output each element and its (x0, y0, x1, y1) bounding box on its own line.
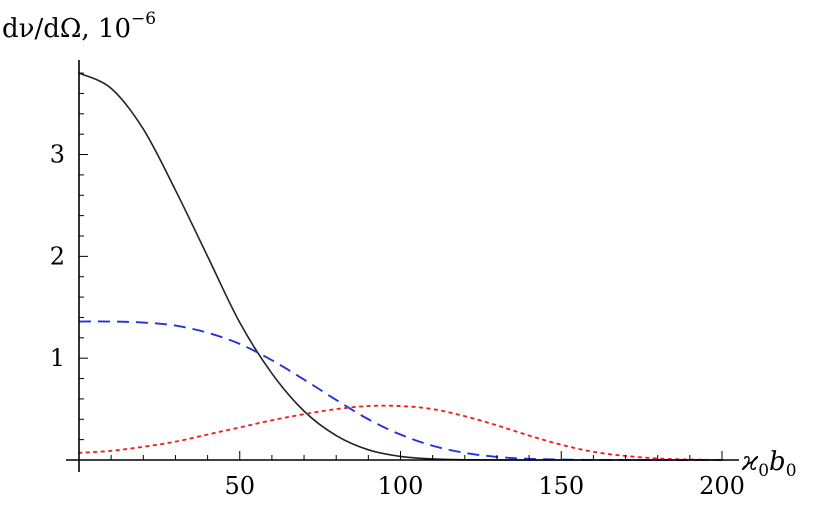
y-axis-label-exponent: −6 (131, 9, 156, 29)
x-axis-label-symbol: ϰ (741, 447, 759, 477)
x-tick-label: 50 (224, 472, 255, 500)
ticks-layer: 50 100 150 200 1 2 3 (50, 72, 745, 500)
series-line-dotted (78, 404, 723, 461)
y-tick-label: 1 (50, 344, 65, 372)
series-line-dashed (78, 320, 722, 461)
x-axis-label: ϰ0b0 (741, 447, 797, 481)
y-tick-label: 2 (50, 242, 65, 270)
y-tick-label: 3 (50, 141, 65, 169)
x-tick-label: 150 (538, 472, 584, 500)
x-axis-label-sub2: 0 (786, 461, 797, 481)
x-tick-label: 200 (699, 472, 745, 500)
series-layer (78, 72, 723, 461)
y-axis-label-main: dν/dΩ, 10 (2, 14, 131, 44)
axes-layer (66, 60, 739, 472)
x-axis-label-sub1: 0 (758, 461, 769, 481)
x-tick-label: 100 (378, 472, 424, 500)
series-line-solid (78, 72, 722, 461)
x-axis-label-var: b (769, 447, 786, 477)
y-axis-label: dν/dΩ, 10−6 (2, 9, 156, 44)
